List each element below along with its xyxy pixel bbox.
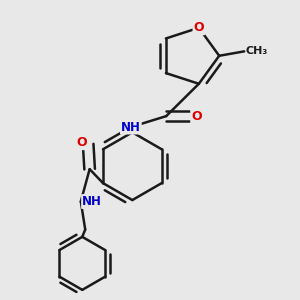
Text: O: O <box>194 21 204 34</box>
Text: NH: NH <box>82 195 102 208</box>
Text: O: O <box>76 136 87 149</box>
Text: O: O <box>191 110 202 123</box>
Text: CH₃: CH₃ <box>246 46 268 56</box>
Text: NH: NH <box>121 121 141 134</box>
